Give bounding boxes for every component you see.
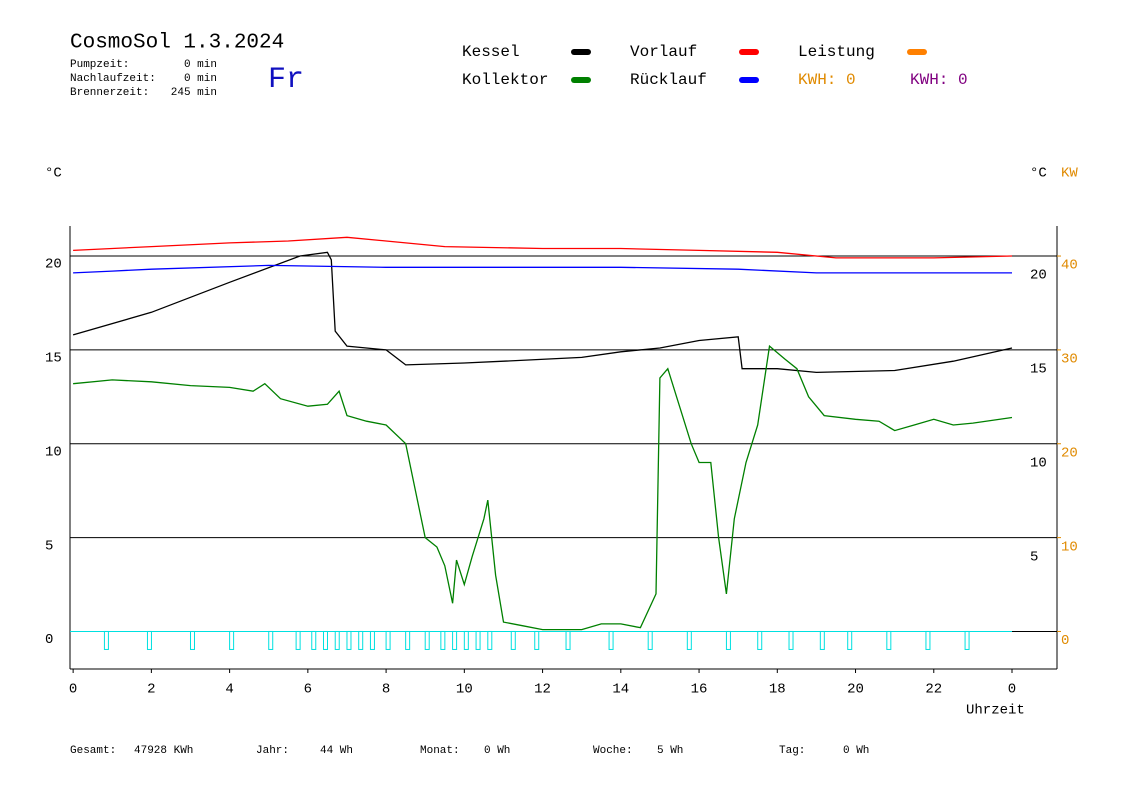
pulse	[725, 630, 731, 650]
footer-value: 5 Wh	[657, 745, 683, 757]
footer-label: Jahr:	[256, 745, 289, 757]
x-tick-label: 10	[456, 682, 473, 698]
x-label: Uhrzeit	[966, 703, 1025, 719]
y2-tick-label: 40	[1061, 258, 1078, 274]
pulse	[510, 630, 516, 650]
pulse	[322, 630, 328, 650]
footer-label: Gesamt:	[70, 745, 116, 757]
x-tick-label: 2	[147, 682, 155, 698]
y-tick-label-right: 15	[1030, 362, 1047, 378]
pulse	[146, 630, 152, 650]
pulse	[424, 630, 430, 650]
x-tick-label: 16	[691, 682, 708, 698]
y2-tick-label: 0	[1061, 633, 1069, 649]
legend-label: Kessel	[462, 43, 520, 61]
pulse	[608, 630, 614, 650]
y-tick-label-right: 5	[1030, 549, 1038, 565]
kwh-label: KWH: 0	[910, 71, 968, 89]
pulse	[886, 630, 892, 650]
y-tick-label: 5	[45, 538, 53, 554]
y2-tick-label: 30	[1061, 352, 1078, 368]
pulse	[788, 630, 794, 650]
pulse	[847, 630, 853, 650]
footer-label: Tag:	[779, 745, 805, 757]
pulse	[565, 630, 571, 650]
series-line	[73, 264, 1012, 274]
x-tick-label: 8	[382, 682, 390, 698]
x-tick-label: 4	[225, 682, 233, 698]
series-line	[72, 251, 1013, 374]
pulse	[452, 630, 458, 650]
pulse	[295, 630, 301, 650]
x-tick-label: 20	[847, 682, 864, 698]
pulse	[686, 630, 692, 650]
y-tick-label: 0	[45, 632, 53, 648]
x-tick-label: 0	[69, 682, 77, 698]
x-tick-label: 6	[304, 682, 312, 698]
pulse	[369, 630, 375, 650]
pulse	[268, 630, 274, 650]
footer-value: 0 Wh	[484, 745, 510, 757]
y2-unit: KW	[1061, 166, 1078, 182]
footer-label: Monat:	[420, 745, 460, 757]
footer-value: 0 Wh	[843, 745, 869, 757]
footer-value: 44 Wh	[320, 745, 353, 757]
pulse	[964, 630, 970, 650]
x-tick-label: 0	[1008, 682, 1016, 698]
y-label: °C	[45, 166, 62, 182]
series-line	[73, 236, 1013, 259]
pulse	[189, 630, 195, 650]
y2-tick-label: 20	[1061, 445, 1078, 461]
pulse	[925, 630, 931, 650]
pulse	[334, 630, 340, 650]
pulse	[475, 630, 481, 650]
pulse	[385, 630, 391, 650]
legend-label: Rücklauf	[630, 71, 707, 89]
pulse	[647, 630, 653, 650]
pulse	[229, 630, 235, 650]
x-tick-label: 22	[925, 682, 942, 698]
info-label: Pumpzeit:	[70, 59, 129, 71]
info-value: 245 min	[171, 87, 217, 99]
pulse	[405, 630, 411, 650]
pulse	[819, 630, 825, 650]
info-label: Nachlaufzeit:	[70, 73, 156, 85]
footer-label: Woche:	[593, 745, 633, 757]
weekday: Fr	[268, 63, 304, 97]
pulse	[103, 630, 109, 650]
x-tick-label: 18	[769, 682, 786, 698]
pulse	[757, 630, 763, 650]
pulse	[440, 630, 446, 650]
legend-label: Vorlauf	[630, 43, 697, 61]
pulse	[463, 630, 469, 650]
y-tick-label-right: 20	[1030, 268, 1047, 284]
y2-label: °C	[1030, 166, 1047, 182]
y2-tick-label: 10	[1061, 539, 1078, 555]
x-tick-label: 12	[534, 682, 551, 698]
series-line	[73, 344, 1013, 631]
kwh-label: KWH: 0	[798, 71, 856, 89]
legend-label: Leistung	[798, 43, 875, 61]
pulse	[311, 630, 317, 650]
pulse	[346, 630, 352, 650]
y-tick-label: 20	[45, 257, 62, 273]
legend-label: Kollektor	[462, 71, 548, 89]
info-value: 0 min	[184, 73, 217, 85]
pulse	[358, 630, 364, 650]
pulse	[487, 630, 493, 650]
footer-value: 47928 KWh	[134, 745, 193, 757]
y-tick-label-right: 10	[1030, 455, 1047, 471]
x-tick-label: 14	[612, 682, 629, 698]
y-tick-label: 10	[45, 444, 62, 460]
y-tick-label: 15	[45, 351, 62, 367]
info-label: Brennerzeit:	[70, 87, 149, 99]
info-value: 0 min	[184, 59, 217, 71]
pulse	[534, 630, 540, 650]
chart-title: CosmoSol 1.3.2024	[70, 32, 284, 55]
